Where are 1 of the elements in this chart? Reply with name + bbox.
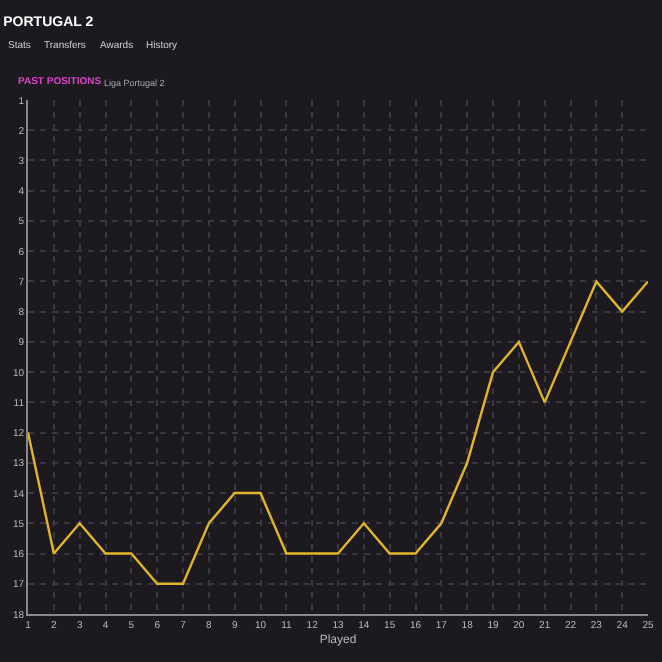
line-series <box>28 280 648 585</box>
